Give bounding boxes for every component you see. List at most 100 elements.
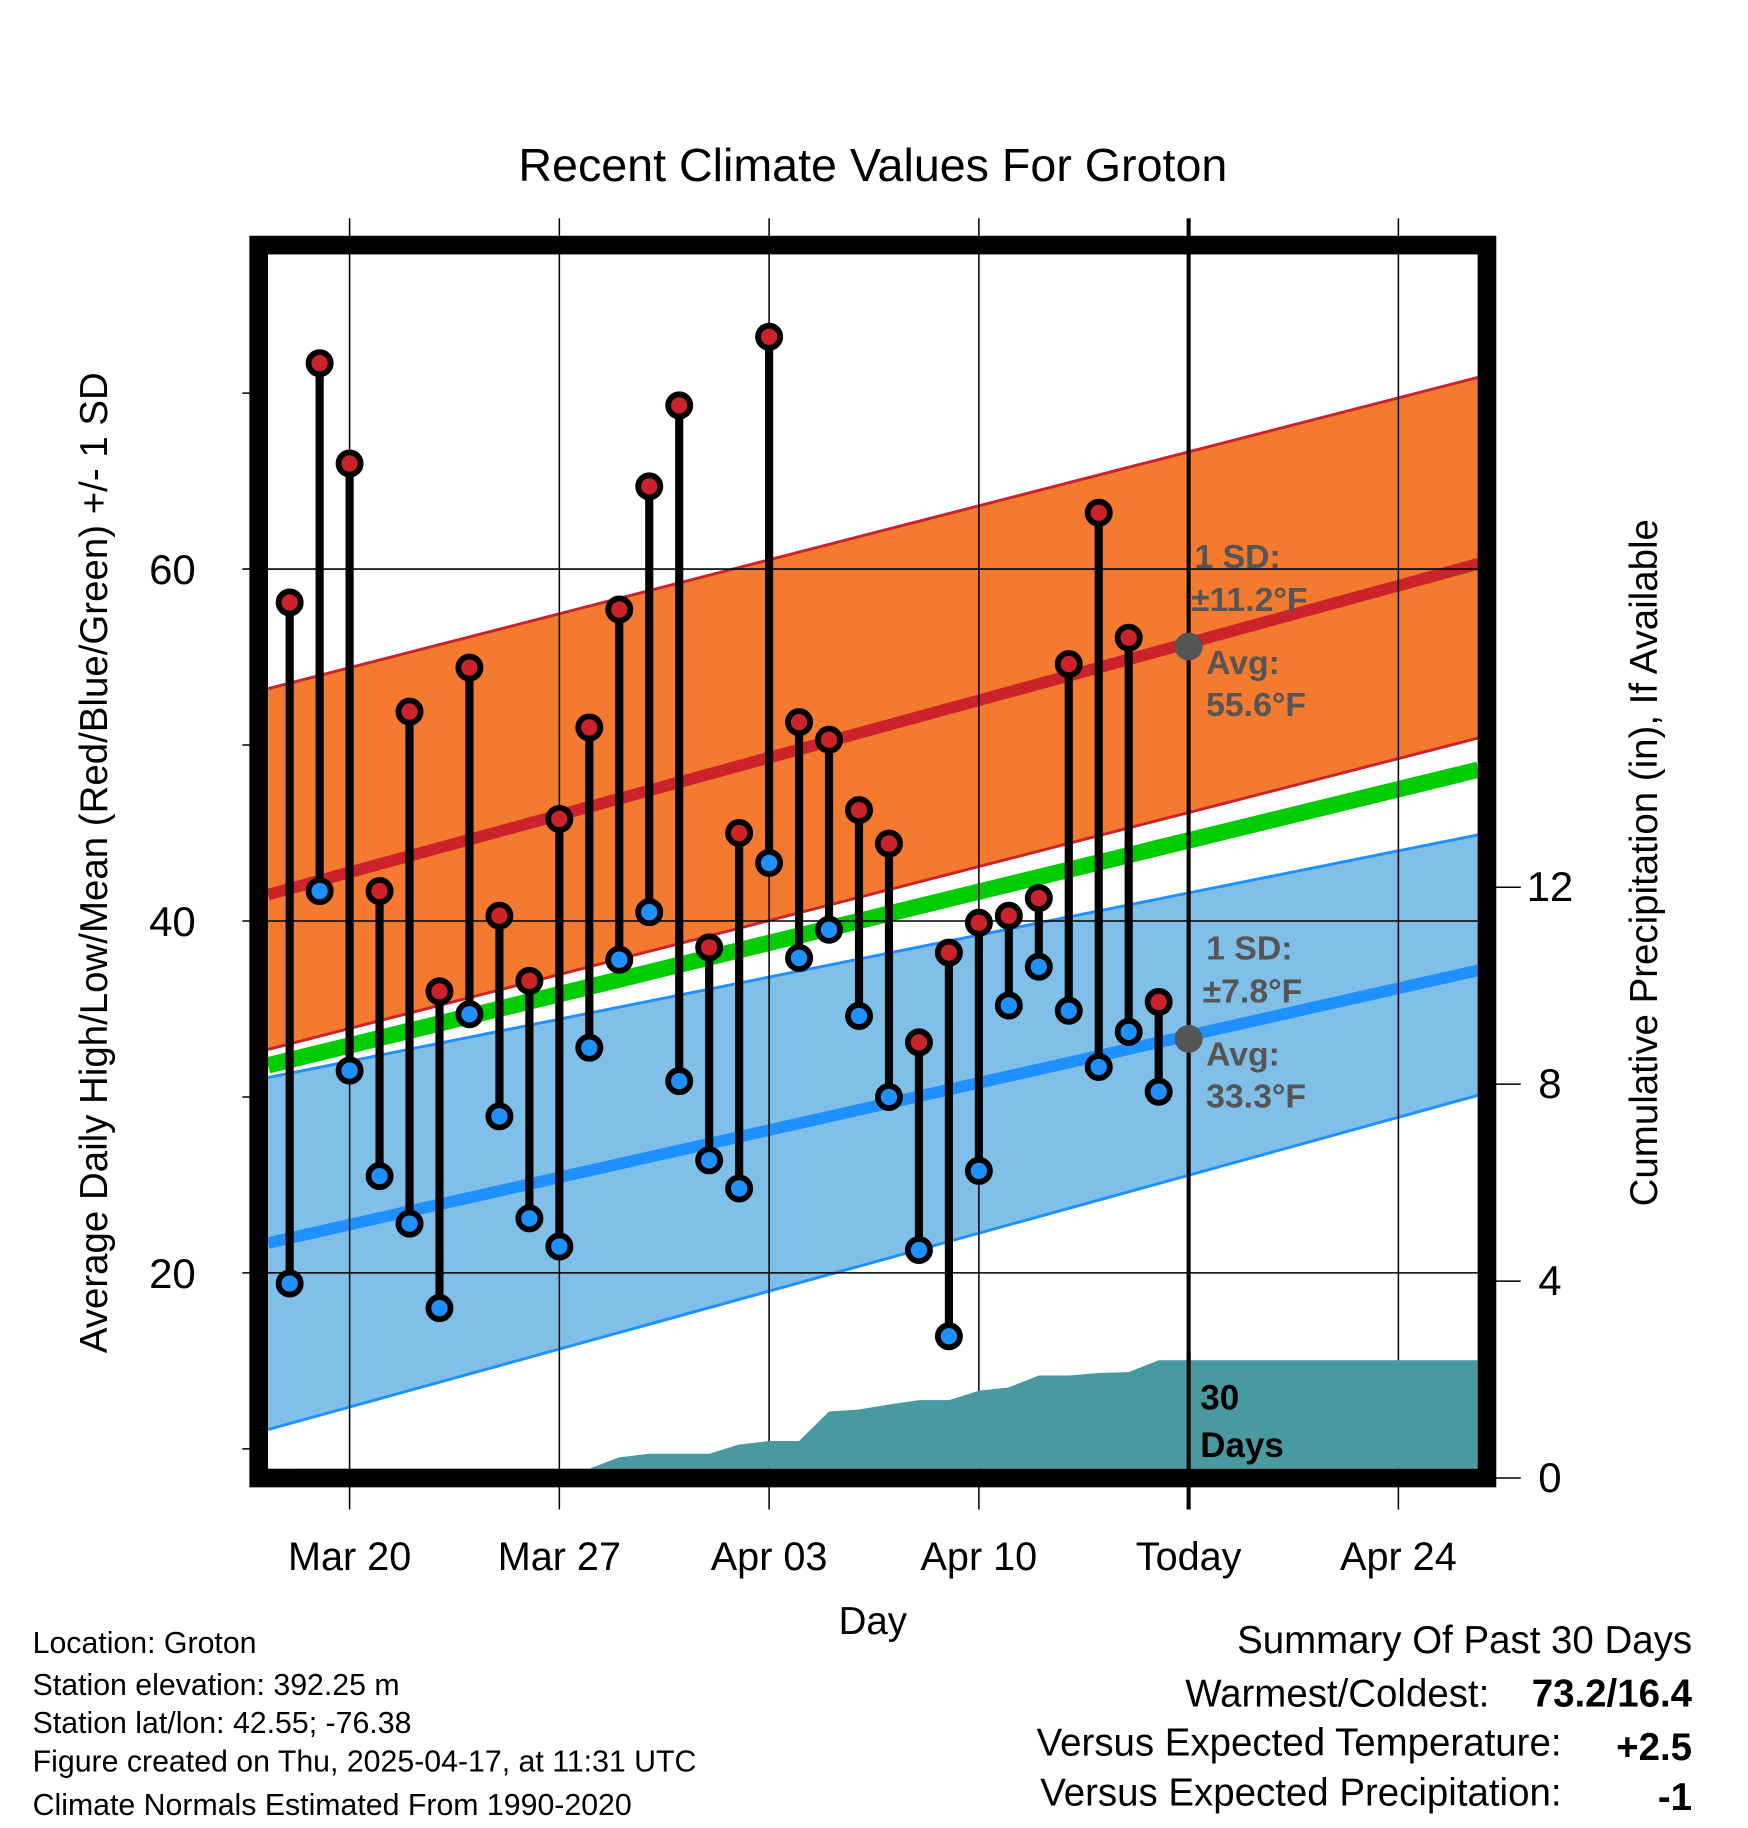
low-upper-sd-line: [267, 833, 1479, 1080]
daily-low-point: [1144, 1077, 1173, 1106]
y2-tick-label: 8: [1538, 1060, 1561, 1107]
daily-low-point: [545, 1232, 574, 1261]
daily-low-point: [365, 1162, 394, 1191]
daily-high-point: [695, 933, 724, 962]
daily-high-point: [665, 391, 694, 420]
y2-tick-label: 0: [1538, 1454, 1561, 1501]
daily-high-point: [1054, 650, 1083, 679]
chart-title: Recent Climate Values For Groton: [518, 139, 1227, 191]
x-tick-label: Today: [1136, 1535, 1242, 1579]
daily-high-point: [785, 708, 814, 737]
daily-high-point: [455, 653, 484, 682]
daily-low-point: [1024, 952, 1053, 981]
daily-high-point: [904, 1028, 933, 1057]
low-lower-sd-line: [267, 1093, 1479, 1431]
daily-high-point: [1024, 884, 1053, 913]
daily-low-point: [755, 848, 784, 877]
daily-high-point: [425, 977, 454, 1006]
daily-low-point: [874, 1082, 903, 1111]
daily-high-point: [365, 877, 394, 906]
y-axis-label: Average Daily High/Low/Mean (Red/Blue/Gr…: [73, 372, 116, 1353]
daily-high-point: [545, 804, 574, 833]
daily-high-point: [1114, 623, 1143, 652]
daily-high-point: [755, 322, 784, 351]
daily-low-point: [425, 1294, 454, 1323]
y-tick-label: 20: [149, 1250, 196, 1297]
daily-low-point: [635, 898, 664, 927]
low-avg-label: Avg:: [1206, 1035, 1280, 1073]
low-sd-value: ±7.8°F: [1203, 973, 1303, 1011]
daily-high-point: [305, 349, 334, 378]
daily-low-point: [575, 1033, 604, 1062]
high-sd-label: 1 SD:: [1194, 538, 1280, 576]
high-avg-value: 55.6°F: [1206, 686, 1306, 724]
daily-high-point: [845, 796, 873, 825]
x-tick-label: Apr 03: [711, 1535, 828, 1579]
x-tick-label: Mar 20: [288, 1535, 411, 1579]
footer-created: Figure created on Thu, 2025-04-17, at 11…: [33, 1746, 697, 1779]
daily-high-point: [934, 938, 963, 967]
daily-high-point: [815, 725, 844, 754]
daily-low-point: [964, 1156, 993, 1185]
precip-days-label: 30: [1200, 1378, 1239, 1417]
high-avg-label: Avg:: [1206, 644, 1280, 682]
daily-high-point: [964, 908, 993, 937]
summary-temp-label: Versus Expected Temperature:: [1037, 1721, 1562, 1764]
y2-axis-label: Cumulative Precipitation (in), If Availa…: [1623, 519, 1666, 1206]
daily-low-point: [1114, 1017, 1143, 1046]
daily-high-point: [725, 819, 754, 847]
daily-high-point: [515, 966, 544, 995]
daily-low-point: [815, 915, 844, 944]
daily-high-point: [335, 449, 364, 478]
summary-title: Summary Of Past 30 Days: [1237, 1619, 1692, 1662]
x-tick-label: Apr 10: [921, 1535, 1038, 1579]
daily-low-point: [455, 1000, 484, 1029]
daily-high-point: [874, 829, 903, 858]
daily-low-point: [335, 1056, 364, 1085]
summary-precip-label: Versus Expected Precipitation:: [1040, 1771, 1561, 1814]
daily-high-point: [1144, 987, 1173, 1016]
low-sd-label: 1 SD:: [1206, 929, 1292, 967]
high-sd-band: [268, 377, 1479, 1050]
daily-low-point: [785, 943, 814, 972]
daily-low-point: [395, 1209, 424, 1238]
footer-elevation: Station elevation: 392.25 m: [33, 1669, 400, 1702]
x-tick-label: Mar 27: [498, 1535, 621, 1579]
daily-high-point: [605, 595, 634, 624]
y2-tick-label: 12: [1527, 863, 1574, 910]
normal-low-line: [266, 964, 1480, 1249]
low-avg-value: 33.3°F: [1206, 1077, 1306, 1115]
daily-low-point: [1084, 1053, 1113, 1082]
daily-low-point: [725, 1174, 754, 1203]
y-tick-label: 40: [149, 898, 196, 945]
today-avg-low-point: [1174, 1024, 1203, 1053]
today-avg-high-point: [1174, 632, 1203, 661]
summary-warm-cold-label: Warmest/Coldest:: [1185, 1672, 1489, 1715]
x-axis-label: Day: [839, 1600, 908, 1643]
daily-low-point: [485, 1102, 514, 1131]
high-sd-value: ±11.2°F: [1191, 581, 1308, 619]
daily-low-point: [305, 877, 334, 906]
summary-warm-cold-value: 73.2/16.4: [1532, 1672, 1693, 1715]
summary-temp-value: +2.5: [1616, 1726, 1692, 1769]
footer-latlon: Station lat/lon: 42.55; -76.38: [33, 1707, 412, 1740]
daily-low-point: [665, 1067, 694, 1096]
daily-low-point: [904, 1236, 933, 1265]
daily-low-point: [605, 945, 634, 974]
daily-high-point: [635, 472, 664, 501]
daily-low-point: [1054, 996, 1083, 1025]
daily-high-point: [575, 713, 604, 742]
daily-low-point: [695, 1146, 724, 1175]
plot-frame: [249, 235, 1497, 1488]
low-sd-band: [268, 834, 1479, 1430]
footer-normals: Climate Normals Estimated From 1990-2020: [33, 1789, 632, 1822]
daily-low-point: [845, 1002, 873, 1030]
daily-low-point: [515, 1204, 544, 1233]
daily-low-point: [934, 1322, 963, 1351]
daily-high-point: [485, 901, 514, 930]
daily-high-point: [275, 588, 304, 617]
x-tick-label: Apr 24: [1340, 1535, 1457, 1579]
daily-low-point: [994, 991, 1023, 1020]
